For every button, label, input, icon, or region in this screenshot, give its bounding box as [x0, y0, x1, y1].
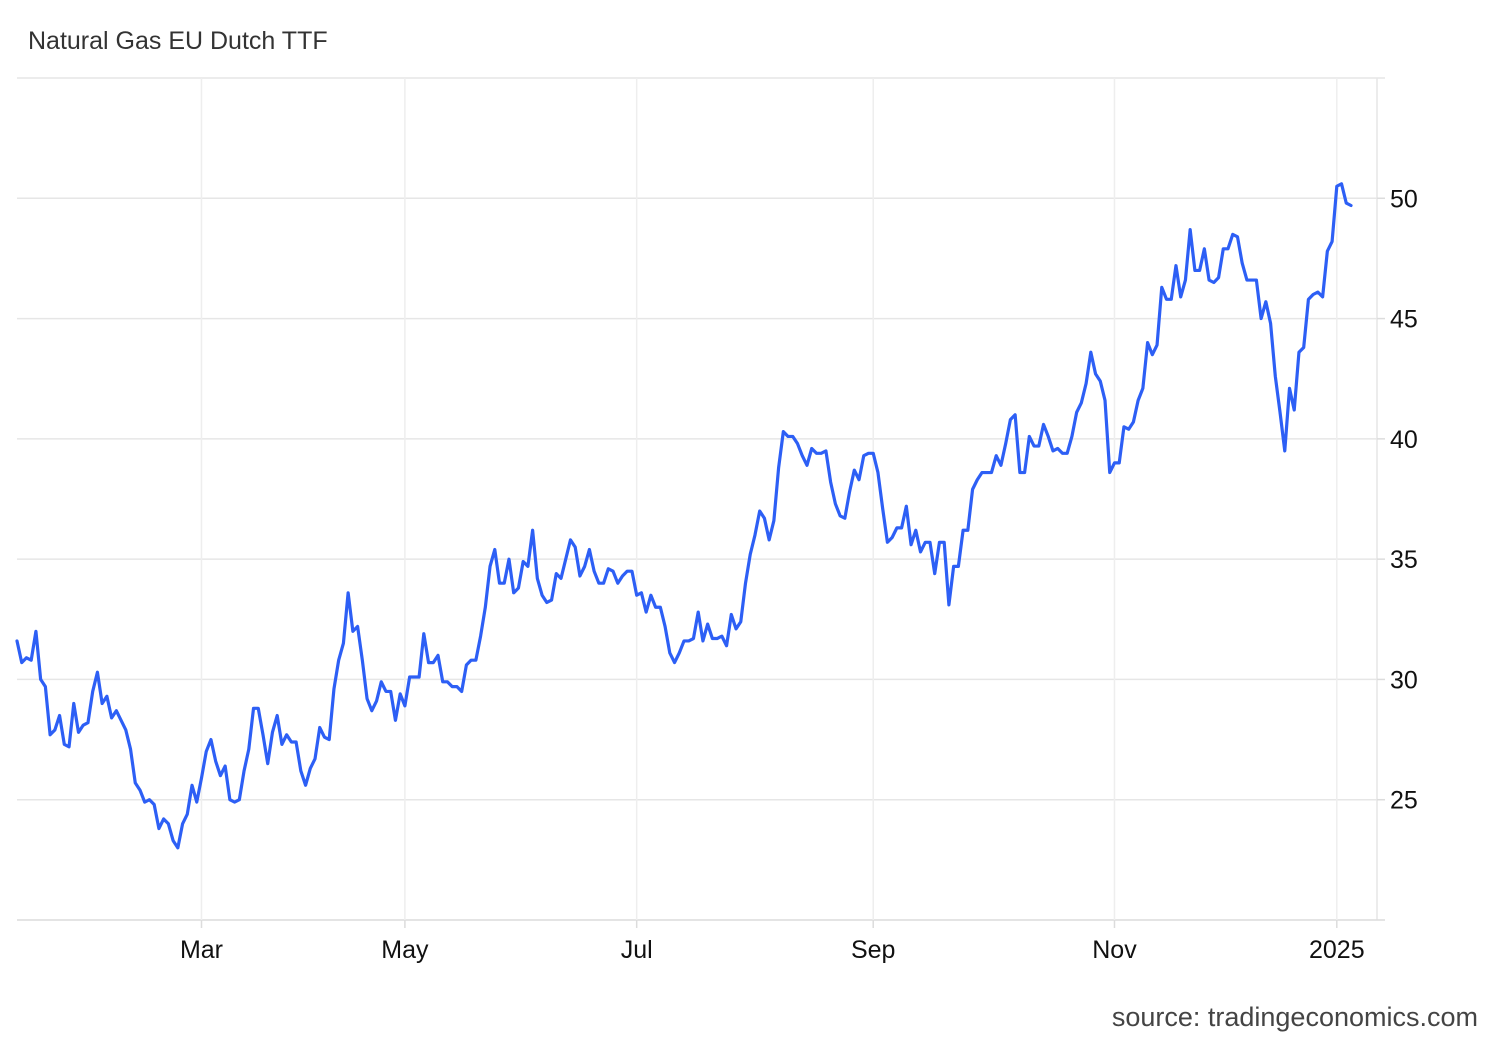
source-note: source: tradingeconomics.com — [1112, 1002, 1478, 1032]
x-tick-label: Mar — [180, 936, 223, 964]
x-tick-label: Nov — [1092, 936, 1137, 964]
y-tick-label: 40 — [1390, 426, 1418, 454]
y-tick-label: 50 — [1390, 185, 1418, 213]
x-tick-label: Jul — [621, 936, 653, 964]
x-tick-label: May — [381, 936, 429, 964]
x-tick-label: 2025 — [1309, 936, 1365, 964]
price-line — [15, 182, 1353, 850]
y-tick-label: 30 — [1390, 666, 1418, 694]
x-tick-label: Sep — [851, 936, 895, 964]
y-tick-label: 35 — [1390, 546, 1418, 574]
chart-title: Natural Gas EU Dutch TTF — [28, 27, 328, 55]
y-tick-label: 25 — [1390, 787, 1418, 815]
y-tick-label: 45 — [1390, 306, 1418, 334]
